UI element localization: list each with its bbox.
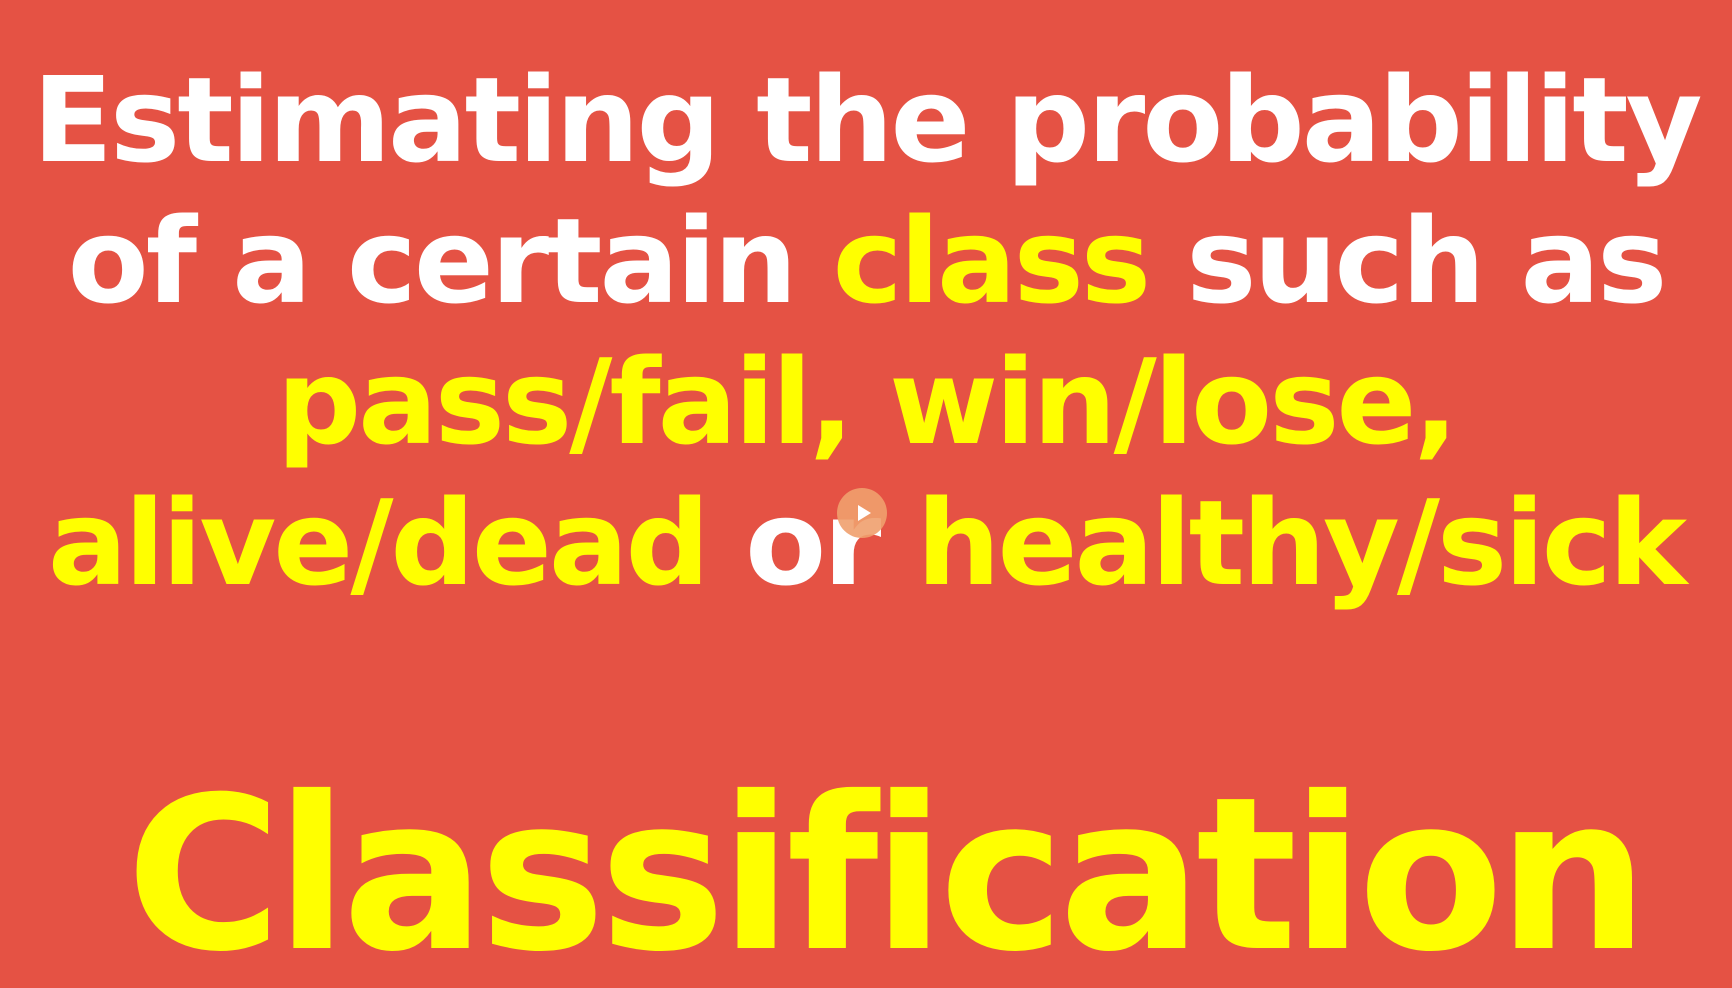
statement-text: of a certain (67, 192, 833, 330)
slide-statement: Estimating the probability of a certain … (0, 50, 1732, 614)
play-icon (857, 505, 871, 521)
statement-line-3: pass/fail, win/lose, (0, 332, 1732, 473)
highlight-example: healthy/sick (916, 474, 1687, 612)
statement-text: Estimating the probability (32, 51, 1702, 189)
statement-line-4: alive/dead or healthy/sick (0, 473, 1732, 614)
statement-text: or (707, 474, 917, 612)
statement-text: such as (1148, 192, 1667, 330)
highlight-example: alive/dead (47, 474, 710, 612)
play-button[interactable] (837, 488, 887, 538)
statement-line-1: Estimating the probability (0, 50, 1732, 191)
highlight-examples: pass/fail, win/lose, (276, 333, 1459, 471)
slide-heading: Classification (126, 751, 1649, 988)
statement-line-2: of a certain class such as (0, 191, 1732, 332)
highlight-class: class (832, 192, 1151, 330)
